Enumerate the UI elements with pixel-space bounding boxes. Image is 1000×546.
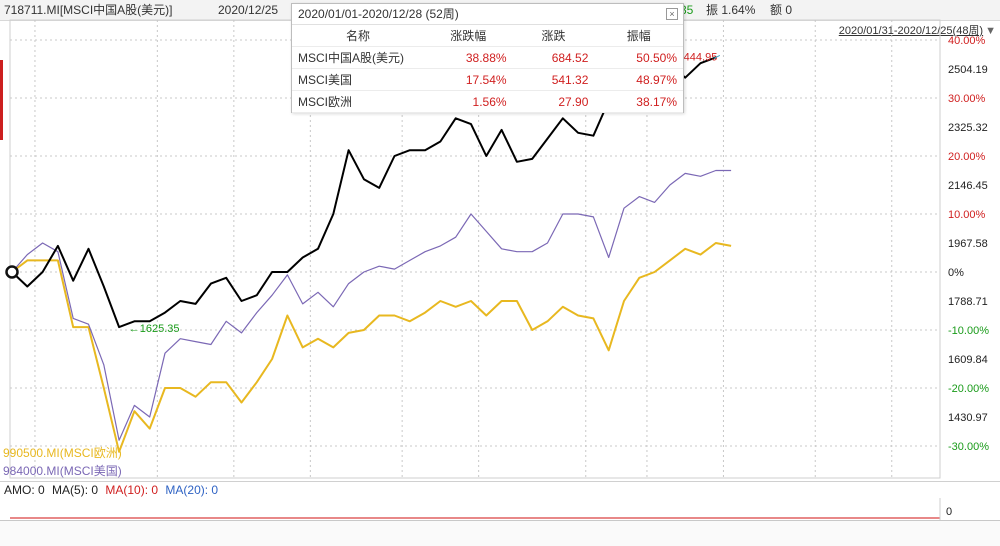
y-tick-percent: -10.00% — [948, 325, 989, 337]
row-amp: 48.97% — [594, 68, 683, 91]
amplitude-value: 1.64% — [721, 3, 756, 17]
popup-title: 2020/01/01-2020/12/28 (52周) × — [292, 4, 683, 25]
y-tick-price: 2325.32 — [948, 122, 988, 134]
series-line-china — [11, 56, 717, 329]
ma5-indicator[interactable]: MA(5): 0 — [52, 483, 99, 497]
y-tick-percent: 0% — [948, 267, 964, 279]
y-tick-percent: 40.00% — [948, 35, 986, 47]
interval-stats-popup[interactable]: 2020/01/01-2020/12/28 (52周) × 名称 涨跌幅 涨跌 … — [291, 3, 684, 113]
stats-header-row: 名称 涨跌幅 涨跌 振幅 — [292, 25, 683, 47]
symbol-label: 718711.MI[MSCI中国A股(美元)] — [4, 3, 173, 17]
y-tick-percent: 20.00% — [948, 151, 986, 163]
amount-label: 额 — [770, 3, 783, 17]
date-range-selector[interactable]: 2020/01/31-2020/12/25(48周) ▼ — [839, 22, 996, 38]
high-pointer — [713, 54, 721, 59]
row-amp: 50.50% — [594, 46, 683, 69]
row-change: 27.90 — [512, 90, 595, 113]
col-pct-header: 涨跌幅 — [424, 25, 513, 47]
series-line-usa — [11, 169, 732, 441]
y-tick-price: 2146.45 — [948, 180, 988, 192]
legend-europe: 990500.MI(MSCI欧洲) — [3, 446, 122, 460]
chevron-down-icon[interactable]: ▼ — [985, 25, 996, 37]
y-tick-price: 1430.97 — [948, 412, 988, 424]
popup-title-text: 2020/01/01-2020/12/28 (52周) — [298, 7, 459, 21]
y-tick-percent: 30.00% — [948, 93, 986, 105]
x-axis-band — [0, 520, 1000, 546]
amplitude-readout: 振 1.64% — [706, 0, 755, 20]
row-change: 541.32 — [512, 68, 595, 91]
amo-indicator[interactable]: AMO: 0 — [4, 483, 45, 497]
y-tick-price: 1788.71 — [948, 296, 988, 308]
row-pct: 1.56% — [424, 90, 513, 113]
close-icon[interactable]: × — [666, 8, 678, 20]
high-annotation: 2444.95 — [678, 51, 718, 63]
row-name: MSCI中国A股(美元) — [292, 46, 424, 69]
y-tick-percent: -30.00% — [948, 441, 989, 453]
row-pct: 17.54% — [424, 68, 513, 91]
y-tick-percent: 10.00% — [948, 209, 986, 221]
stats-table: 名称 涨跌幅 涨跌 振幅 MSCI中国A股(美元) 38.88% 684.52 … — [292, 25, 683, 113]
row-pct: 38.88% — [424, 46, 513, 69]
row-change: 684.52 — [512, 46, 595, 69]
col-name-header: 名称 — [292, 25, 424, 47]
y-tick-price: 2504.19 — [948, 64, 988, 76]
legend-usa: 984000.MI(MSCI美国) — [3, 464, 122, 478]
amount-value: 0 — [785, 3, 793, 17]
row-amp: 38.17% — [594, 90, 683, 113]
y-tick-price: 1967.58 — [948, 238, 988, 250]
series-line-europe — [11, 242, 732, 453]
table-row[interactable]: MSCI欧洲 1.56% 27.90 38.17% — [292, 90, 683, 113]
y-tick-percent: -20.00% — [948, 383, 989, 395]
amplitude-label: 振 — [706, 3, 719, 17]
amount-readout: 额 0 — [770, 0, 792, 20]
date-range-label: 2020/01/31-2020/12/25(48周) — [838, 25, 984, 37]
ma20-indicator[interactable]: MA(20): 0 — [165, 483, 219, 497]
row-name: MSCI美国 — [292, 68, 424, 91]
ma10-indicator[interactable]: MA(10): 0 — [105, 483, 159, 497]
table-row[interactable]: MSCI中国A股(美元) 38.88% 684.52 50.50% — [292, 46, 683, 69]
table-row[interactable]: MSCI美国 17.54% 541.32 48.97% — [292, 68, 683, 91]
sub-axis-label: 0 — [946, 506, 952, 518]
start-marker — [5, 265, 19, 279]
y-tick-price: 1609.84 — [948, 354, 988, 366]
col-change-header: 涨跌 — [512, 25, 595, 47]
col-amp-header: 振幅 — [594, 25, 683, 47]
date-label: 2020/12/25 — [218, 3, 279, 17]
row-name: MSCI欧洲 — [292, 90, 424, 113]
low-annotation: ←1625.35 — [129, 323, 180, 335]
red-side-marker — [0, 60, 3, 140]
indicator-bar: AMO: 0 MA(5): 0 MA(10): 0 MA(20): 0 — [0, 481, 1000, 499]
